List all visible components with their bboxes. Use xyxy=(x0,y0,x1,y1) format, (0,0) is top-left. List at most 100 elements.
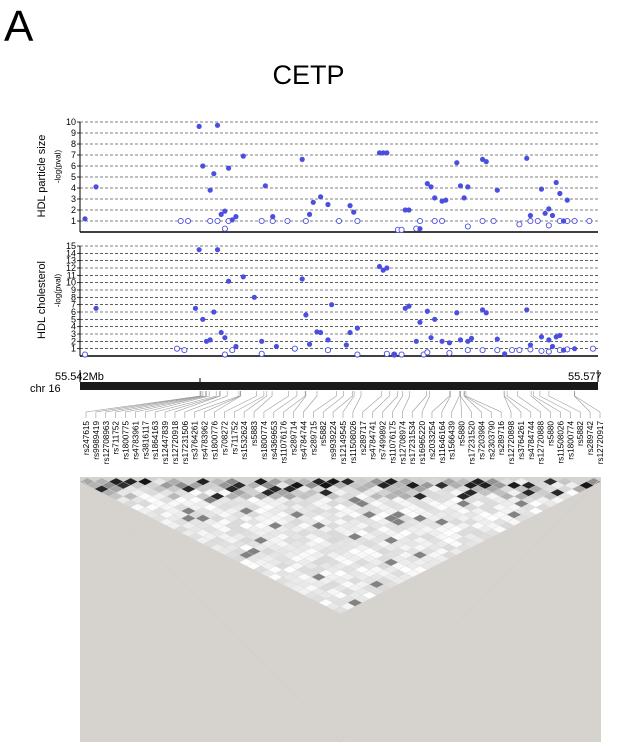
ld-heatmap xyxy=(79,477,602,743)
snp-label: rs17231520 xyxy=(468,421,477,465)
filled-point xyxy=(317,194,324,200)
snp-label: rs4783962 xyxy=(201,421,210,460)
filled-point xyxy=(380,150,386,156)
y-tick-label: 10 xyxy=(66,117,76,127)
filled-point xyxy=(424,181,430,187)
snp-label: rs1566439 xyxy=(448,421,457,460)
snp-label: rs9939224 xyxy=(329,421,338,460)
open-point xyxy=(586,217,593,225)
snp-connector xyxy=(243,391,268,418)
y-tick-label: 3 xyxy=(71,329,76,339)
snp-connector xyxy=(372,391,390,418)
filled-point xyxy=(343,342,349,348)
filled-point xyxy=(347,329,353,336)
filled-point xyxy=(546,337,552,343)
snp-label: rs12720898 xyxy=(507,421,516,465)
y-tick-label: 7 xyxy=(71,300,76,310)
filled-point xyxy=(432,316,438,322)
filled-point xyxy=(211,309,217,315)
y-tick-label: 1 xyxy=(71,216,76,226)
filled-point xyxy=(417,319,423,325)
filled-point xyxy=(527,212,534,219)
filled-point xyxy=(240,274,246,280)
filled-point xyxy=(317,329,324,336)
open-point xyxy=(258,217,265,225)
filled-point xyxy=(240,153,246,159)
snp-connector xyxy=(517,391,541,418)
open-point xyxy=(284,217,291,225)
snp-connector xyxy=(263,391,289,418)
filled-point xyxy=(222,335,228,341)
filled-point xyxy=(218,211,224,217)
snp-connector xyxy=(194,391,240,418)
filled-point xyxy=(347,203,353,209)
open-point xyxy=(589,345,597,352)
snp-label: rs17231534 xyxy=(408,421,417,465)
snp-connector xyxy=(273,391,298,418)
snp-connector xyxy=(574,391,601,418)
filled-point xyxy=(564,197,570,203)
filled-point xyxy=(457,337,464,343)
snp-label: rs3764261 xyxy=(517,421,526,460)
snp-label: rs5882 xyxy=(319,421,328,446)
filled-point xyxy=(461,195,467,201)
y-tick-label: 13 xyxy=(66,256,76,266)
filled-point xyxy=(428,184,434,190)
filled-point xyxy=(325,201,331,208)
filled-point xyxy=(557,332,563,339)
snp-label: rs11076175 xyxy=(388,421,397,464)
filled-point xyxy=(524,155,530,161)
open-point xyxy=(527,217,534,225)
filled-point xyxy=(251,294,257,300)
snp-connector xyxy=(342,391,355,418)
filled-point xyxy=(299,156,305,162)
snp-label: rs12720888 xyxy=(537,421,546,465)
snp-connector xyxy=(573,391,591,418)
gene-title: CETP xyxy=(272,60,345,90)
snp-connector xyxy=(392,391,403,418)
filled-point xyxy=(192,305,199,311)
open-point xyxy=(181,347,188,354)
filled-point xyxy=(406,207,412,213)
snp-label-group: rs247615 rs9989419 rs12708963 rs711752 rs180… xyxy=(82,391,605,464)
snp-connector xyxy=(204,391,241,418)
open-point xyxy=(398,226,405,233)
filled-point xyxy=(233,343,239,350)
snp-label: rs12708974 xyxy=(398,421,407,465)
open-point xyxy=(398,351,405,358)
snp-label: rs711752 xyxy=(230,421,239,455)
snp-connector xyxy=(115,391,204,418)
region-start-label: 55.542Mb xyxy=(55,371,104,383)
filled-point xyxy=(207,337,213,343)
snp-label: rs247615 xyxy=(82,421,91,456)
filled-point xyxy=(457,183,464,189)
snp-label: rs12720918 xyxy=(171,421,180,465)
filled-point xyxy=(417,226,423,232)
y-tick-label: 15 xyxy=(66,241,76,251)
filled-point xyxy=(218,329,224,336)
filled-point xyxy=(402,207,408,213)
filled-point xyxy=(384,265,390,271)
y-tick-label: 7 xyxy=(71,150,76,160)
filled-point xyxy=(270,214,276,220)
filled-point xyxy=(454,160,460,166)
filled-point xyxy=(262,183,268,189)
snp-connector xyxy=(539,391,571,418)
snp-label: rs5880 xyxy=(458,421,467,446)
snp-label: rs7499892 xyxy=(379,421,388,460)
filled-point xyxy=(196,247,202,253)
y-tick-label: 5 xyxy=(71,314,76,324)
y-tick-label: 10 xyxy=(66,278,76,288)
snp-connector xyxy=(135,391,207,418)
snp-label: rs9989419 xyxy=(92,421,101,460)
open-point xyxy=(494,347,501,354)
filled-point xyxy=(553,179,559,186)
snp-connector xyxy=(465,391,502,418)
open-point xyxy=(383,350,390,357)
filled-point xyxy=(465,338,471,344)
filled-point xyxy=(214,247,221,253)
y-tick-label: 2 xyxy=(71,336,76,346)
filled-point xyxy=(538,186,545,192)
snp-label: rs7203984 xyxy=(477,421,486,460)
filled-point xyxy=(549,212,556,219)
